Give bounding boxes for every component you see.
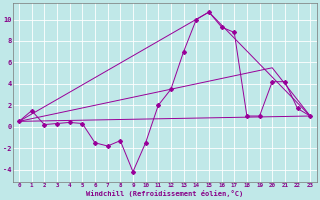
- X-axis label: Windchill (Refroidissement éolien,°C): Windchill (Refroidissement éolien,°C): [86, 190, 243, 197]
